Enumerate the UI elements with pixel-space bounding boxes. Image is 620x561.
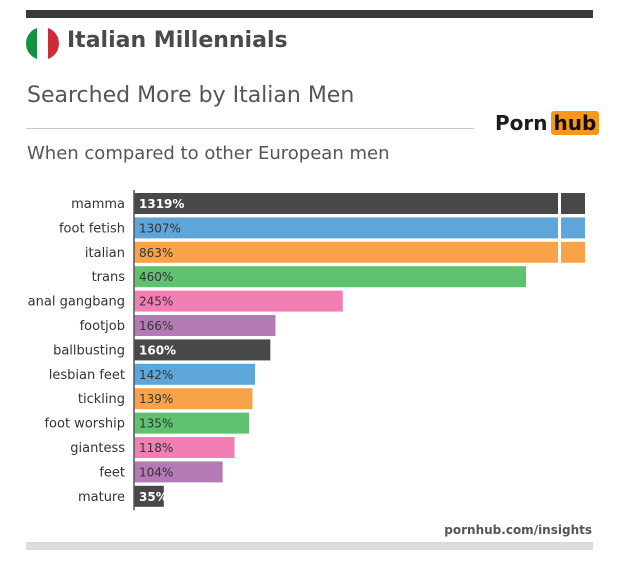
bar-7 [134, 363, 256, 385]
logo-text-left: Porn [495, 111, 548, 135]
value-label: 460% [139, 270, 173, 284]
value-label: 142% [139, 368, 173, 382]
divider [26, 128, 474, 129]
category-label: giantess [70, 441, 125, 456]
value-label: 104% [139, 465, 173, 479]
bar-6 [134, 339, 271, 361]
flag-band-white [37, 27, 48, 60]
category-label: feet [99, 465, 125, 480]
value-label: 1319% [139, 197, 184, 211]
source-link[interactable]: pornhub.com/insights [444, 523, 592, 537]
bar-3 [134, 266, 526, 288]
category-label: ballbusting [53, 343, 125, 358]
pornhub-logo: Porn hub [495, 110, 600, 136]
page-title: Italian Millennials [67, 28, 288, 53]
value-label: 139% [139, 392, 173, 406]
value-label: 863% [139, 246, 173, 260]
value-label: 245% [139, 295, 173, 309]
category-label: mature [78, 490, 125, 505]
value-label: 35% [139, 490, 168, 504]
axis-break-gap [558, 192, 561, 215]
category-label: foot fetish [59, 221, 125, 236]
axis-break-gap [558, 216, 561, 240]
flag-band-green [26, 27, 37, 60]
bar-5 [134, 315, 276, 336]
bar-9 [134, 412, 250, 434]
value-label: 166% [139, 319, 173, 333]
bar-12 [134, 485, 164, 507]
bar-10 [134, 437, 235, 458]
bottom-rule [26, 542, 593, 550]
bar-1 [134, 217, 585, 239]
logo-text-right: hub [550, 111, 600, 135]
page-subtitle: Searched More by Italian Men [27, 83, 355, 108]
category-label: tickling [78, 392, 125, 407]
bar-4 [134, 290, 343, 312]
bar-2 [134, 241, 585, 263]
italy-flag-icon [26, 27, 59, 60]
category-label: trans [92, 270, 126, 285]
value-label: 160% [139, 343, 176, 357]
value-label: 135% [139, 417, 173, 431]
chart-description: When compared to other European men [27, 143, 390, 164]
category-label: foot worship [44, 417, 125, 432]
category-label: mamma [71, 197, 125, 212]
flag-band-red [48, 27, 59, 60]
bar-11 [134, 461, 223, 483]
category-label: anal gangbang [28, 295, 125, 310]
value-label: 118% [139, 441, 173, 455]
axis-break-gap [558, 240, 561, 264]
category-label: footjob [80, 319, 125, 334]
category-label: lesbian feet [49, 368, 125, 383]
bar-0 [134, 193, 585, 214]
top-rule [26, 10, 593, 18]
bar-8 [134, 388, 253, 410]
value-label: 1307% [139, 221, 181, 235]
category-label: italian [85, 246, 125, 261]
